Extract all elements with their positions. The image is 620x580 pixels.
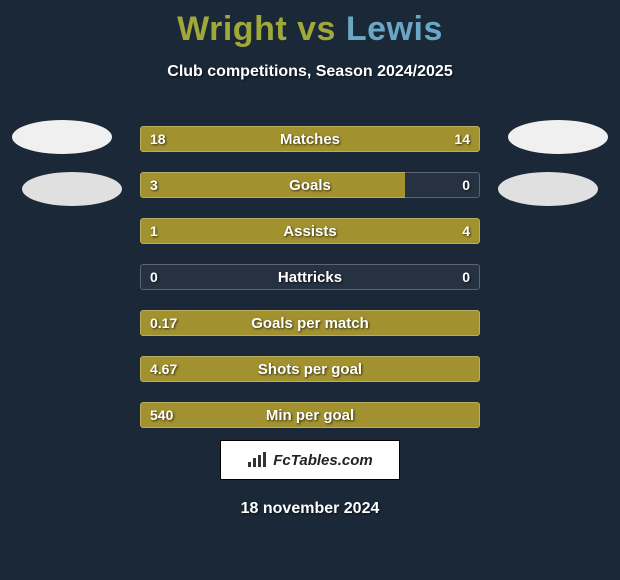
title-player1: Wright (177, 10, 287, 48)
stat-row: 1814Matches (140, 126, 480, 152)
stat-row: 30Goals (140, 172, 480, 198)
logo-text: FcTables.com (273, 452, 372, 469)
stat-label: Min per goal (140, 402, 480, 428)
page-title: Wright vs Lewis (0, 0, 620, 49)
player1-club-badge (22, 172, 122, 206)
title-player2: Lewis (346, 10, 443, 48)
stat-label: Matches (140, 126, 480, 152)
stat-label: Goals (140, 172, 480, 198)
stat-row: 0.17Goals per match (140, 310, 480, 336)
player1-avatar (12, 120, 112, 154)
stat-row: 00Hattricks (140, 264, 480, 290)
logo-icon (247, 452, 267, 468)
stat-label: Hattricks (140, 264, 480, 290)
comparison-bars: 1814Matches 30Goals 14Assists 00Hattricks 0.… (140, 126, 480, 448)
title-vs: vs (287, 10, 346, 48)
player2-avatar (508, 120, 608, 154)
player2-club-badge (498, 172, 598, 206)
stat-row: 4.67Shots per goal (140, 356, 480, 382)
stat-label: Goals per match (140, 310, 480, 336)
stat-row: 540Min per goal (140, 402, 480, 428)
subtitle: Club competitions, Season 2024/2025 (0, 63, 620, 81)
stat-row: 14Assists (140, 218, 480, 244)
fctables-logo: FcTables.com (220, 440, 400, 480)
date-label: 18 november 2024 (0, 500, 620, 518)
stat-label: Shots per goal (140, 356, 480, 382)
stat-label: Assists (140, 218, 480, 244)
